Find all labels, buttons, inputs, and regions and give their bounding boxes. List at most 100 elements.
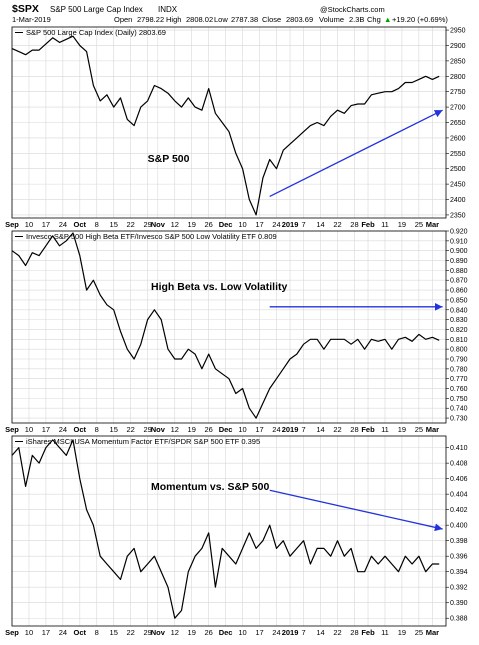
x-tick-label: 17 [42,628,50,637]
header-high-label: High [166,15,181,24]
y-tick-label: 2950 [450,28,466,35]
series-line [11,439,440,619]
y-tick-label: 0.770 [450,376,468,383]
x-tick-label: 26 [204,628,212,637]
y-tick-label: 2700 [450,105,466,112]
x-tick-label: Oct [74,628,87,637]
x-tick-label: 28 [350,220,358,229]
y-tick-label: 0.920 [450,229,468,236]
x-tick-label: 28 [350,628,358,637]
y-tick-label: 0.750 [450,396,468,403]
x-tick-label: 19 [188,628,196,637]
y-tick-label: 2650 [450,120,466,127]
chart-panels: 2950 2900 2850 2800 2750 2700 2650 2600 2550 2500… [5,26,468,637]
x-tick-label: 19 [398,628,406,637]
panel-frame [11,26,447,219]
x-tick-label: 2019 [282,628,299,637]
header-chg: +19.20 (+0.69%) [392,15,448,24]
x-tick-label: 24 [59,628,67,637]
x-tick-label: Nov [151,628,166,637]
x-tick-label: Sep [5,425,19,434]
x-tick-label: 10 [25,628,33,637]
x-tick-label: 8 [95,425,99,434]
x-tick-label: 11 [381,628,389,637]
y-tick-label: 2900 [450,43,466,50]
x-tick-label: 24 [59,220,67,229]
y-tick-label: 0.406 [450,476,468,483]
x-tick-label: Mar [426,628,439,637]
y-tick-label: 2400 [450,197,466,204]
y-tick-label: 0.390 [450,600,468,607]
y-tick-label: 0.800 [450,347,468,354]
header-credit: @StockCharts.com [320,5,385,14]
x-tick-label: 12 [171,425,179,434]
x-tick-label: 26 [204,425,212,434]
header-volume: 2.3B [349,15,364,24]
x-tick-label: 12 [171,220,179,229]
x-tick-label: 2019 [282,220,299,229]
y-tick-label: 2450 [450,182,466,189]
x-tick-label: 22 [333,628,341,637]
series-line [11,232,440,419]
legend-text: iShares MSCI USA Momentum Factor ETF/SPD… [26,437,260,446]
annotation-label: Momentum vs. S&P 500 [151,481,269,493]
y-tick-label: 2850 [450,58,466,65]
header-low: 2787.38 [231,15,258,24]
up-arrow-icon: ▲ [384,15,391,24]
x-tick-label: Dec [219,425,233,434]
x-tick-label: 22 [127,628,135,637]
x-tick-label: 28 [350,425,358,434]
y-tick-label: 0.840 [450,307,468,314]
y-tick-label: 0.398 [450,538,468,545]
y-tick-label: 0.760 [450,386,468,393]
panel-3: 0.410 0.408 0.406 0.404 0.402 0.400 0.398 0.396… [5,435,468,637]
chart-header: $SPX S&P 500 Large Cap Index INDX @Stock… [12,3,448,24]
header-open-label: Open [114,15,132,24]
y-tick-label: 2750 [450,89,466,96]
x-tick-label: 19 [398,220,406,229]
x-tick-label: 15 [110,220,118,229]
x-tick-label: 10 [238,220,246,229]
x-tick-label: Feb [361,425,375,434]
header-volume-label: Volume [319,15,344,24]
y-tick-label: 0.860 [450,288,468,295]
x-tick-label: Feb [361,628,375,637]
x-tick-label: 25 [415,220,423,229]
x-tick-label: Oct [74,425,87,434]
annotation-label: High Beta vs. Low Volatility [151,281,287,293]
x-tick-label: 11 [381,220,389,229]
header-close-label: Close [262,15,281,24]
header-open: 2798.22 [137,15,164,24]
y-tick-label: 2350 [450,212,466,219]
panel-1: 2950 2900 2850 2800 2750 2700 2650 2600 2550 2500… [5,26,466,229]
x-tick-label: 14 [316,425,324,434]
x-tick-label: 8 [95,628,99,637]
x-tick-label: 25 [415,425,423,434]
x-tick-label: Dec [219,220,233,229]
y-tick-label: 0.394 [450,569,468,576]
x-tick-label: 29 [143,425,151,434]
x-tick-label: 7 [302,220,306,229]
y-tick-label: 0.392 [450,585,468,592]
y-tick-label: 2600 [450,135,466,142]
y-tick-label: 0.890 [450,258,468,265]
header-chg-label: Chg [367,15,381,24]
x-tick-label: 10 [238,425,246,434]
x-tick-label: 22 [333,220,341,229]
x-tick-label: 2019 [282,425,299,434]
x-tick-label: Feb [361,220,375,229]
x-tick-label: 24 [59,425,67,434]
y-tick-label: 0.880 [450,268,468,275]
y-tick-label: 0.780 [450,366,468,373]
trend-arrow [269,489,443,532]
x-tick-label: Nov [151,425,166,434]
x-tick-label: 24 [272,220,280,229]
x-tick-label: 17 [255,220,263,229]
y-tick-label: 0.400 [450,523,468,530]
x-tick-label: 24 [272,425,280,434]
y-tick-label: 0.408 [450,461,468,468]
header-close: 2803.69 [286,15,313,24]
header-high: 2808.02 [186,15,213,24]
